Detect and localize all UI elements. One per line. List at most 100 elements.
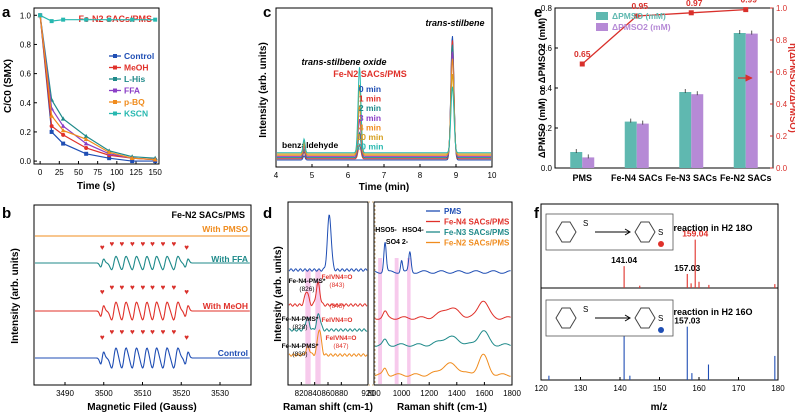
panel-d-ylabel: Intensity (arb. units) bbox=[273, 246, 284, 342]
panel-b-peak-marker: ♥ bbox=[100, 333, 105, 342]
panel-c-legend-label: 20 min bbox=[357, 142, 384, 152]
panel-d-xtick-label: 1000 bbox=[393, 389, 411, 398]
panel-a-legend-label: Control bbox=[124, 51, 154, 61]
panel-a-legend-label: L-His bbox=[124, 74, 146, 84]
panel-e-ratio-label: 0.99 bbox=[740, 0, 757, 5]
panel-a-legend-marker bbox=[113, 54, 117, 58]
panel-b-series-label: Control bbox=[218, 348, 248, 358]
panel-d-xtick-label: 1800 bbox=[503, 389, 521, 398]
panel-f-xtick-label: 180 bbox=[771, 384, 785, 393]
panel-d-left-series-line bbox=[288, 313, 368, 332]
panel-d-left-series-line bbox=[288, 214, 368, 272]
panel-b-series-label: With PMSO bbox=[202, 224, 248, 234]
panel-c-legend-label: 2 min bbox=[359, 103, 381, 113]
panel-d-ann-hso5: HSO5- bbox=[375, 227, 397, 234]
panel-a-ytick-label: 0.0 bbox=[20, 157, 32, 166]
panel-f-reaction-arrowhead bbox=[624, 314, 631, 322]
panel-d-letter: d bbox=[263, 205, 272, 222]
panel-a-ytick-label: 0.6 bbox=[20, 70, 32, 79]
panel-f-xtick-label: 140 bbox=[613, 384, 627, 393]
panel-e-category-label: Fe-N2 SACs bbox=[720, 173, 772, 183]
panel-b-xtick-label: 3500 bbox=[95, 389, 113, 398]
panel-a-point bbox=[129, 155, 135, 160]
panel-e-bar bbox=[570, 152, 583, 168]
panel-f-letter: f bbox=[534, 205, 540, 222]
panel-d-xtick-label: 1400 bbox=[448, 389, 466, 398]
panel-d-right-series-line bbox=[375, 330, 511, 347]
panel-d-right-series-line bbox=[374, 353, 511, 377]
panel-e-ylabel: ΔPMSO (mM) or ΔPMSO2 (mM) bbox=[537, 18, 548, 158]
panel-d-highlight-band bbox=[378, 258, 383, 384]
panel-d-ann-feiv: FeIVN4=O bbox=[322, 274, 353, 281]
panel-c-legend-label: 1 min bbox=[359, 94, 381, 104]
panel-e-ratio-label: 0.65 bbox=[574, 49, 591, 59]
panel-b-peak-marker: ♥ bbox=[161, 240, 166, 249]
panel-c-ylabel: Intensity (arb. units) bbox=[258, 42, 269, 138]
panel-b-xtick-label: 3490 bbox=[56, 389, 74, 398]
panel-b-series-line bbox=[35, 255, 250, 271]
panel-a-point bbox=[107, 156, 112, 161]
panel-d-ann-feiv: FeIVN4=O bbox=[326, 335, 357, 342]
panel-e-ratio-point bbox=[743, 7, 749, 13]
panel-a-point bbox=[152, 157, 158, 162]
panel-f-reaction-label: reaction in H2 16O bbox=[673, 307, 752, 317]
panel-a-legend-label: KSCN bbox=[124, 109, 148, 119]
panel-d-right-series-line bbox=[374, 242, 511, 274]
panel-c-annotation-stilbene: trans-stilbene bbox=[425, 18, 484, 28]
panel-e-ytick-label: 0.0 bbox=[541, 164, 553, 173]
panel-b-peak-marker: ♥ bbox=[130, 283, 135, 292]
panel-a-point bbox=[130, 159, 135, 164]
panel-a-point bbox=[60, 116, 66, 121]
panel-f-xtick-label: 120 bbox=[534, 384, 548, 393]
panel-c-xtick-label: 10 bbox=[488, 171, 497, 180]
panel-d-ann-feiv: FeIVN4=O bbox=[322, 317, 353, 324]
panel-d-ann-843: (843) bbox=[329, 282, 344, 289]
panel-c-title: Fe-N2 SACs/PMS bbox=[333, 69, 407, 79]
panel-d-highlight-band bbox=[407, 258, 411, 384]
panel-a-legend-marker bbox=[113, 65, 117, 70]
panel-d-xlabel-right: Raman shift (cm-1) bbox=[397, 402, 487, 413]
panel-d-left-series-line bbox=[288, 329, 368, 357]
panel-e-legend-swatch bbox=[596, 12, 608, 20]
panel-f-xlabel: m/z bbox=[651, 402, 668, 413]
panel-b-letter: b bbox=[2, 205, 11, 222]
panel-b-peak-marker: ♥ bbox=[171, 240, 176, 249]
panel-f-reaction-arrowhead bbox=[624, 228, 631, 236]
panel-a-xtick-label: 0 bbox=[38, 168, 43, 177]
panel-a-legend-label: MeOH bbox=[124, 63, 149, 73]
panel-b-peak-marker: ♥ bbox=[130, 240, 135, 249]
panel-e-category-label: Fe-N3 SACs bbox=[665, 173, 717, 183]
panel-e-ratio-point bbox=[634, 13, 640, 19]
panel-a-point bbox=[61, 132, 66, 137]
panel-a-legend-marker bbox=[113, 88, 117, 93]
panel-d-ann-826: (826) bbox=[299, 286, 314, 293]
panel-d-ann-so4: SO4 2- bbox=[386, 239, 409, 246]
panel-b-peak-marker: ♥ bbox=[109, 283, 114, 292]
panel-e: ΔPMSO (mM) or ΔPMSO2 (mM) η(ΔPMSO2/ΔPMSO… bbox=[537, 0, 795, 183]
panel-b-peak-marker: ♥ bbox=[161, 327, 166, 336]
panel-f-reaction-label: reaction in H2 18O bbox=[673, 223, 752, 233]
panel-a-frame bbox=[33, 7, 160, 165]
panel-f-reactant-structure bbox=[555, 221, 577, 243]
panel-a-point bbox=[49, 113, 55, 118]
panel-b-title: Fe-N2 SACs/PMS bbox=[171, 210, 245, 220]
panel-e-bar bbox=[624, 121, 637, 168]
panel-e-y2label: η(ΔPMSO2/ΔPMSO) bbox=[787, 43, 795, 133]
panel-a-point bbox=[130, 17, 135, 22]
panel-c-xtick-label: 9 bbox=[454, 171, 459, 180]
panel-e-y2tick-label: 1.0 bbox=[776, 4, 788, 13]
panel-c-legend-label: 0 min bbox=[359, 84, 381, 94]
panel-d-xtick-label: 820 bbox=[295, 389, 309, 398]
panel-d-xtick-label: 1600 bbox=[476, 389, 494, 398]
panel-e-category-label: PMS bbox=[572, 173, 592, 183]
panel-d-ann-complex: Fe-N4-PMS* bbox=[282, 316, 319, 323]
panel-d-left-series-line bbox=[288, 280, 368, 307]
panel-b-peak-marker: ♥ bbox=[109, 327, 114, 336]
panel-d-xtick-label: 920 bbox=[361, 389, 375, 398]
panel-b-xtick-label: 3510 bbox=[134, 389, 152, 398]
panel-a-point bbox=[83, 136, 89, 142]
panel-e-y2tick-label: 0.2 bbox=[776, 132, 788, 141]
panel-f: m/z 120 130 140 150 160 170 180 141.04 157.03 15… bbox=[534, 203, 785, 413]
panel-e-ytick-label: 0.2 bbox=[541, 124, 553, 133]
